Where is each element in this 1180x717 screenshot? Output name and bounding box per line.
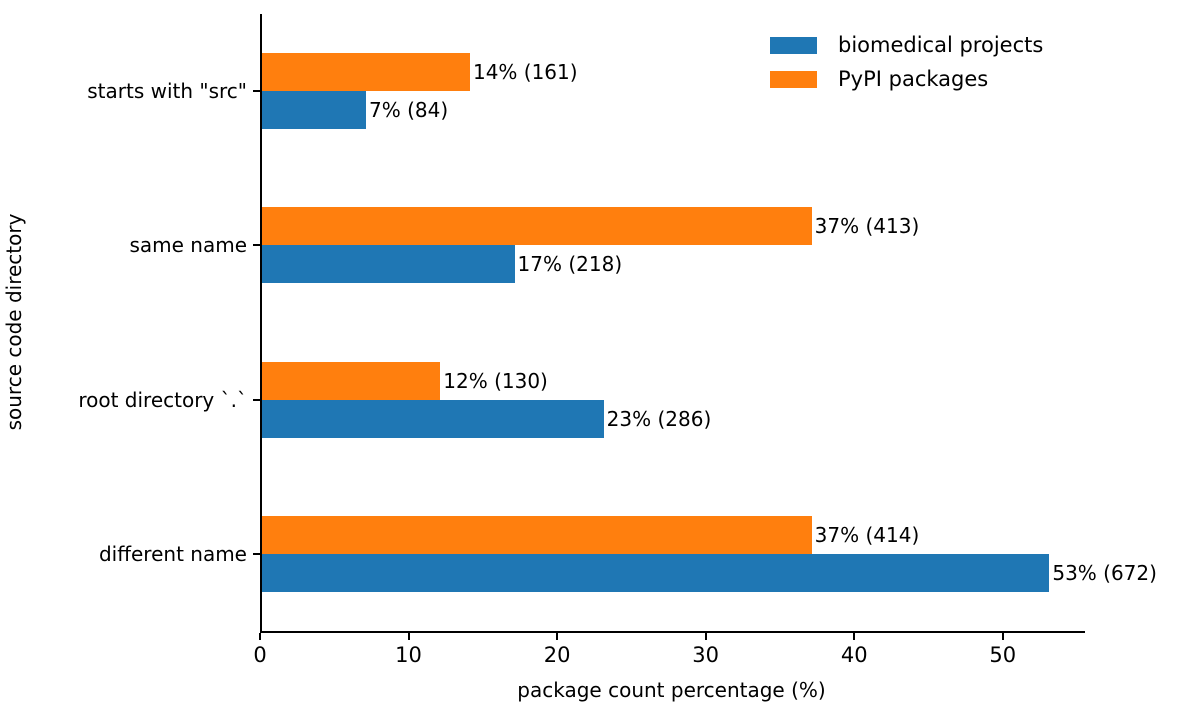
y-axis-title: source code directory (2, 213, 26, 431)
bar-value-label: 23% (286) (606, 406, 712, 431)
y-tick-mark (253, 398, 260, 401)
bar-pypi (262, 207, 812, 246)
y-tick-mark (253, 552, 260, 555)
x-tick-label: 20 (543, 643, 571, 667)
legend-swatch-pypi-icon (770, 70, 817, 88)
bar-pypi (262, 361, 441, 400)
x-tick-mark (853, 633, 856, 640)
legend-label: PyPI packages (838, 67, 989, 91)
bar-value-label: 37% (414) (814, 522, 920, 547)
legend-label: biomedical projects (838, 33, 1044, 57)
x-tick-mark (259, 633, 261, 640)
legend-item-biomedical-projects: biomedical projects (770, 33, 1043, 57)
x-tick-label: 30 (692, 643, 720, 667)
bar-value-label: 17% (218) (517, 252, 623, 277)
y-tick-mark (253, 90, 260, 93)
x-tick-mark (556, 633, 559, 640)
bar-value-label: 53% (672) (1052, 560, 1157, 585)
bar-value-label: 12% (130) (443, 368, 548, 393)
category-label: different name (98, 541, 247, 566)
x-axis-title: package count percentage (%) (517, 678, 826, 702)
x-tick-label: 50 (989, 643, 1017, 667)
category-label: same name (129, 233, 247, 258)
legend: biomedical projects PyPI packages (770, 33, 1043, 91)
y-tick-mark (253, 244, 260, 247)
legend-item-pypi-packages: PyPI packages (770, 67, 1043, 91)
bar-value-label: 14% (161) (472, 60, 578, 85)
bar-pypi (262, 515, 812, 554)
x-tick-mark (704, 633, 707, 640)
legend-swatch-biomedical-icon (770, 36, 817, 54)
x-tick-label: 40 (840, 643, 868, 667)
x-tick-label: 10 (395, 643, 422, 667)
bar-pypi (262, 53, 470, 92)
x-tick-mark (1001, 633, 1004, 640)
bar-biomedical (262, 91, 366, 130)
x-tick-label: 0 (253, 643, 267, 667)
bar-biomedical (262, 553, 1050, 592)
category-label: starts with "src" (87, 79, 247, 104)
bar-value-label: 7% (84) (368, 98, 449, 123)
x-tick-mark (407, 633, 410, 640)
plot-area (260, 14, 1085, 633)
bar-biomedical (262, 399, 604, 438)
category-label: root directory `.` (78, 387, 247, 412)
bar-value-label: 37% (413) (814, 214, 920, 239)
bar-biomedical (262, 245, 515, 284)
